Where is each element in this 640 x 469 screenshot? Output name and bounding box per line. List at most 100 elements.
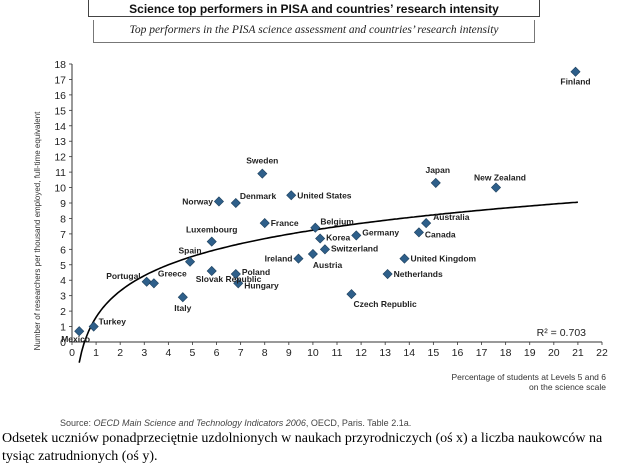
title-rule-left <box>88 0 89 16</box>
figure-caption: Odsetek uczniów ponadprzeciętnie uzdolni… <box>2 431 603 464</box>
data-label: France <box>271 218 299 228</box>
x-tick-label: 15 <box>428 347 440 359</box>
y-tick-label: 14 <box>54 121 66 133</box>
data-point <box>213 196 224 207</box>
data-label: Austria <box>313 260 343 270</box>
data-label: New Zealand <box>474 173 526 183</box>
chart-subtitle-box: Top performers in the PISA science asses… <box>93 20 535 43</box>
data-point <box>310 222 321 233</box>
data-point <box>351 230 362 241</box>
x-tick-label: 20 <box>548 347 560 359</box>
data-label: Italy <box>174 303 191 313</box>
x-tick-label: 0 <box>69 347 75 359</box>
x-tick-label: 21 <box>572 347 584 359</box>
x-tick-label: 7 <box>238 347 244 359</box>
data-point <box>319 244 330 255</box>
data-point <box>177 292 188 303</box>
y-tick-label: 10 <box>54 183 66 195</box>
x-tick-label: 10 <box>307 347 319 359</box>
point-labels: Finland Sweden Japan New Zealand United Stat… <box>61 77 590 344</box>
data-label: Spain <box>178 246 201 256</box>
data-point <box>148 278 159 289</box>
data-label: Portugal <box>106 271 140 281</box>
y-tick-label: 15 <box>54 105 66 117</box>
data-point <box>257 168 268 179</box>
y-tick-label: 3 <box>60 291 66 303</box>
r-squared-annotation: R² = 0.703 <box>537 327 586 339</box>
x-tick-label: 16 <box>452 347 464 359</box>
x-tick-label: 4 <box>165 347 171 359</box>
x-tick-label: 3 <box>141 347 147 359</box>
data-point <box>88 321 99 332</box>
y-tick-label: 2 <box>60 306 66 318</box>
x-tick-label: 17 <box>476 347 488 359</box>
source-note: Source: OECD Main Science and Technology… <box>60 418 411 428</box>
data-label: Germany <box>362 227 399 237</box>
chart-subtitle: Top performers in the PISA science asses… <box>129 24 499 36</box>
trendline <box>78 201 578 363</box>
data-point <box>185 256 196 267</box>
data-point <box>74 326 85 337</box>
y-tick-label: 6 <box>60 244 66 256</box>
x-tick-label: 5 <box>190 347 196 359</box>
x-tick-label: 13 <box>379 347 391 359</box>
x-tick-label: 18 <box>500 347 512 359</box>
data-point <box>570 66 581 77</box>
x-axis-label: Percentage of students at Levels 5 and 6 <box>451 372 606 382</box>
y-tick-label: 13 <box>54 136 66 148</box>
trendline-group <box>78 201 578 363</box>
data-label: Australia <box>433 212 470 222</box>
y-tick-label: 12 <box>54 152 66 164</box>
data-point <box>382 269 393 280</box>
data-point <box>346 289 357 300</box>
data-label: Slovak Republic <box>196 274 262 284</box>
x-tick-label: 19 <box>524 347 536 359</box>
y-tick-label: 18 <box>54 59 66 71</box>
x-tick-label: 22 <box>596 347 608 359</box>
y-tick-label: 17 <box>54 74 66 86</box>
data-point <box>259 218 270 229</box>
data-point <box>206 236 217 247</box>
data-label: Netherlands <box>394 269 443 279</box>
y-tick-label: 4 <box>60 275 66 287</box>
data-point <box>286 190 297 201</box>
data-label: Mexico <box>61 334 90 344</box>
data-point <box>421 218 432 229</box>
data-label: Hungary <box>244 280 279 290</box>
data-label: Switzerland <box>331 243 378 253</box>
data-point <box>307 248 318 259</box>
data-label: United States <box>297 190 352 200</box>
chart-title: Science top performers in PISA and count… <box>129 2 499 16</box>
y-tick-label: 8 <box>60 213 66 225</box>
data-point <box>141 276 152 287</box>
y-tick-label: 7 <box>60 229 66 241</box>
data-label: Czech Republic <box>353 299 417 309</box>
x-tick-label: 8 <box>262 347 268 359</box>
y-axis-label: Number of researchers per thousand emplo… <box>33 111 42 351</box>
data-point <box>230 269 241 280</box>
y-tick-label: 5 <box>60 260 66 272</box>
data-points <box>74 66 581 337</box>
data-point <box>293 253 304 264</box>
r-squared-box <box>520 324 598 340</box>
data-label: Luxembourg <box>186 225 237 235</box>
y-tick-label: 0 <box>60 337 66 349</box>
data-point <box>206 265 217 276</box>
x-tick-label: 9 <box>286 347 292 359</box>
x-tick-label: 1 <box>93 347 99 359</box>
data-label: Korea <box>326 233 350 243</box>
x-tick-label: 14 <box>403 347 415 359</box>
chart-axes: 0 1 2 3 4 5 6 7 8 9 10 11 12 13 14 15 16 17 18 19 20 21 220123… <box>33 59 608 392</box>
data-label: Poland <box>242 267 270 277</box>
data-point <box>413 227 424 238</box>
scatter-chart: 0 1 2 3 4 5 6 7 8 9 10 11 12 13 14 15 16 17 18 19 20 21 220123… <box>33 59 608 392</box>
data-label: Canada <box>425 229 456 239</box>
data-point <box>233 278 244 289</box>
data-label: Ireland <box>265 254 293 264</box>
source-title: OECD Main Science and Technology Indicat… <box>93 418 306 428</box>
x-tick-label: 12 <box>355 347 367 359</box>
data-point <box>399 253 410 264</box>
y-tick-label: 16 <box>54 90 66 102</box>
y-tick-label: 11 <box>55 167 66 179</box>
y-tick-label: 9 <box>60 198 66 210</box>
